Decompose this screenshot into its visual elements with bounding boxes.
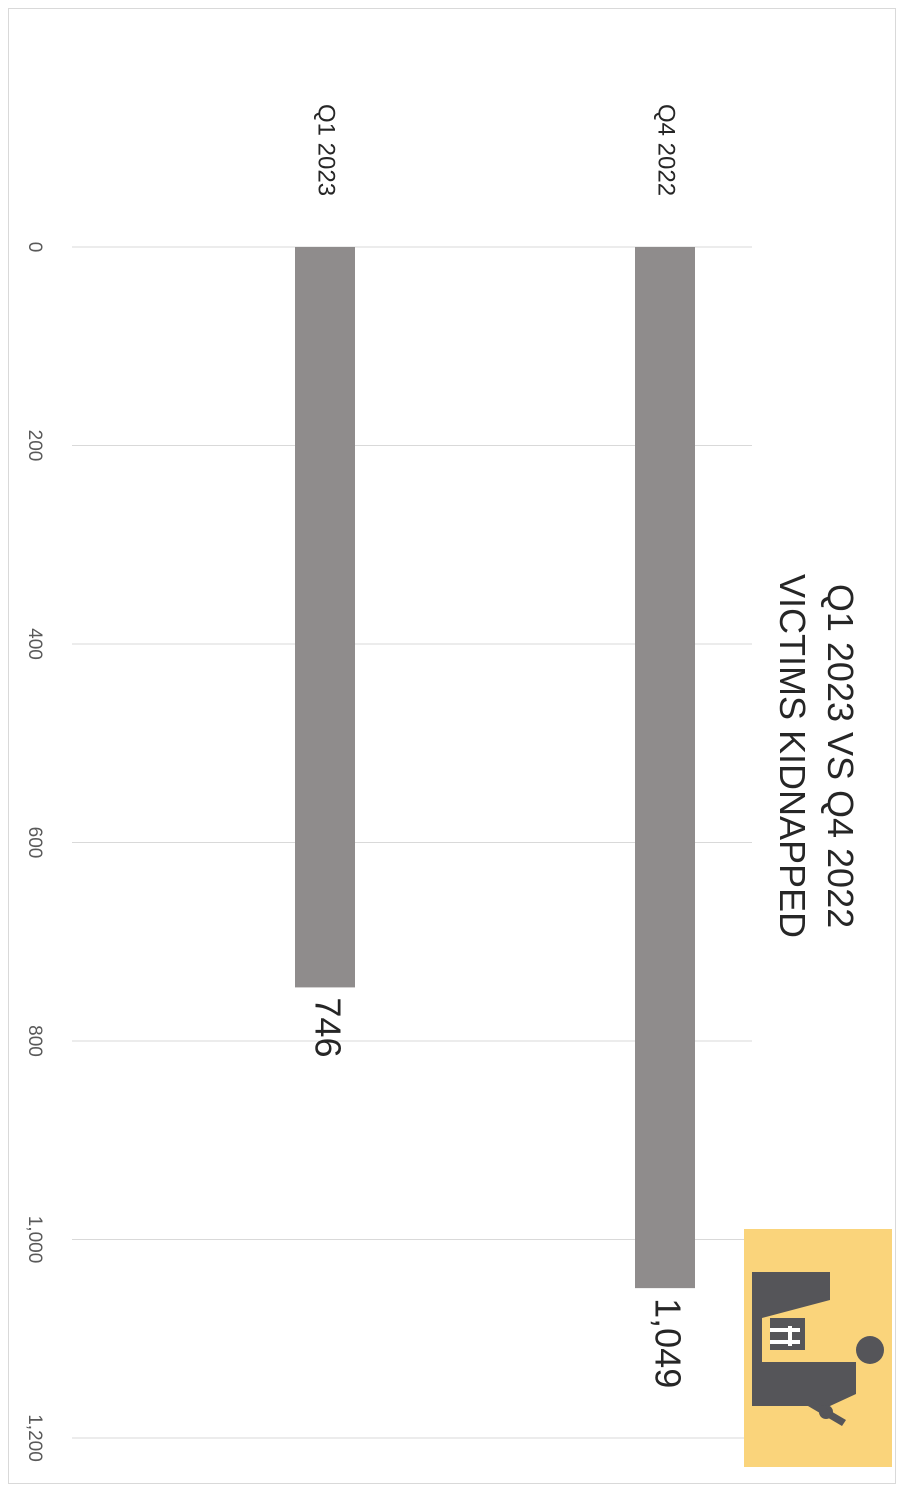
kidnapping-icon: [744, 1229, 892, 1467]
data-label: 1,049: [647, 1298, 688, 1388]
x-tick-label: 400: [24, 628, 45, 660]
bar: [295, 247, 355, 988]
x-tick-label: 600: [24, 827, 45, 859]
category-label: Q4 2022: [653, 104, 680, 196]
chart-title-line-2: VICTIMS KIDNAPPED: [772, 574, 813, 938]
bar: [635, 247, 695, 1289]
tick-labels: 0 200 400 600 800 1,000 1,200: [24, 242, 45, 1462]
bars: [295, 247, 695, 1289]
chart-title: Q1 2023 VS Q4 2022 VICTIMS KIDNAPPED: [772, 574, 861, 938]
icon-restraint: [770, 1326, 800, 1346]
data-labels: 1,049 746: [307, 997, 688, 1388]
x-tick-label: 0: [24, 242, 45, 253]
category-labels: Q4 2022 Q1 2023: [313, 104, 680, 196]
x-tick-label: 200: [24, 430, 45, 462]
chart-title-line-1: Q1 2023 VS Q4 2022: [820, 584, 861, 928]
category-label: Q1 2023: [313, 104, 340, 196]
data-label: 746: [307, 997, 348, 1057]
x-tick-label: 1,000: [24, 1216, 45, 1264]
x-tick-label: 800: [24, 1025, 45, 1057]
x-tick-label: 1,200: [24, 1414, 45, 1462]
